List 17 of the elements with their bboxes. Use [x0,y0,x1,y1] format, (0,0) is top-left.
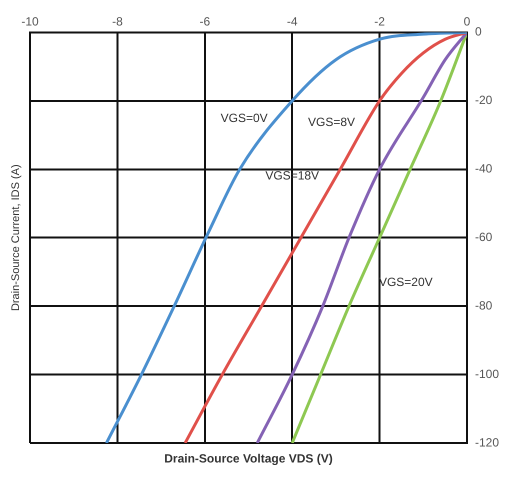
y-tick-label: -20 [474,93,493,108]
x-tick-label: -2 [374,14,386,29]
y-tick-label: -120 [474,435,500,450]
series-label: VGS=0V [220,110,268,125]
x-tick-label: -6 [199,14,210,29]
x-tick-label: -10 [21,14,39,29]
y-tick-label: -60 [474,230,493,244]
y-tick-label: 0 [474,24,482,39]
y-axis-title: Drain-Source Current, IDS (A) [10,164,22,312]
y-tick-label: -40 [474,162,493,176]
x-tick-label: 0 [464,14,471,29]
series-label: VGS=8V [308,115,356,130]
x-tick-label: -4 [286,14,298,29]
x-axis-title: Drain-Source Voltage VDS (V) [164,451,333,466]
x-tick-label: -8 [112,14,124,29]
y-tick-label: -80 [474,298,493,312]
y-tick-label: -100 [474,366,500,381]
